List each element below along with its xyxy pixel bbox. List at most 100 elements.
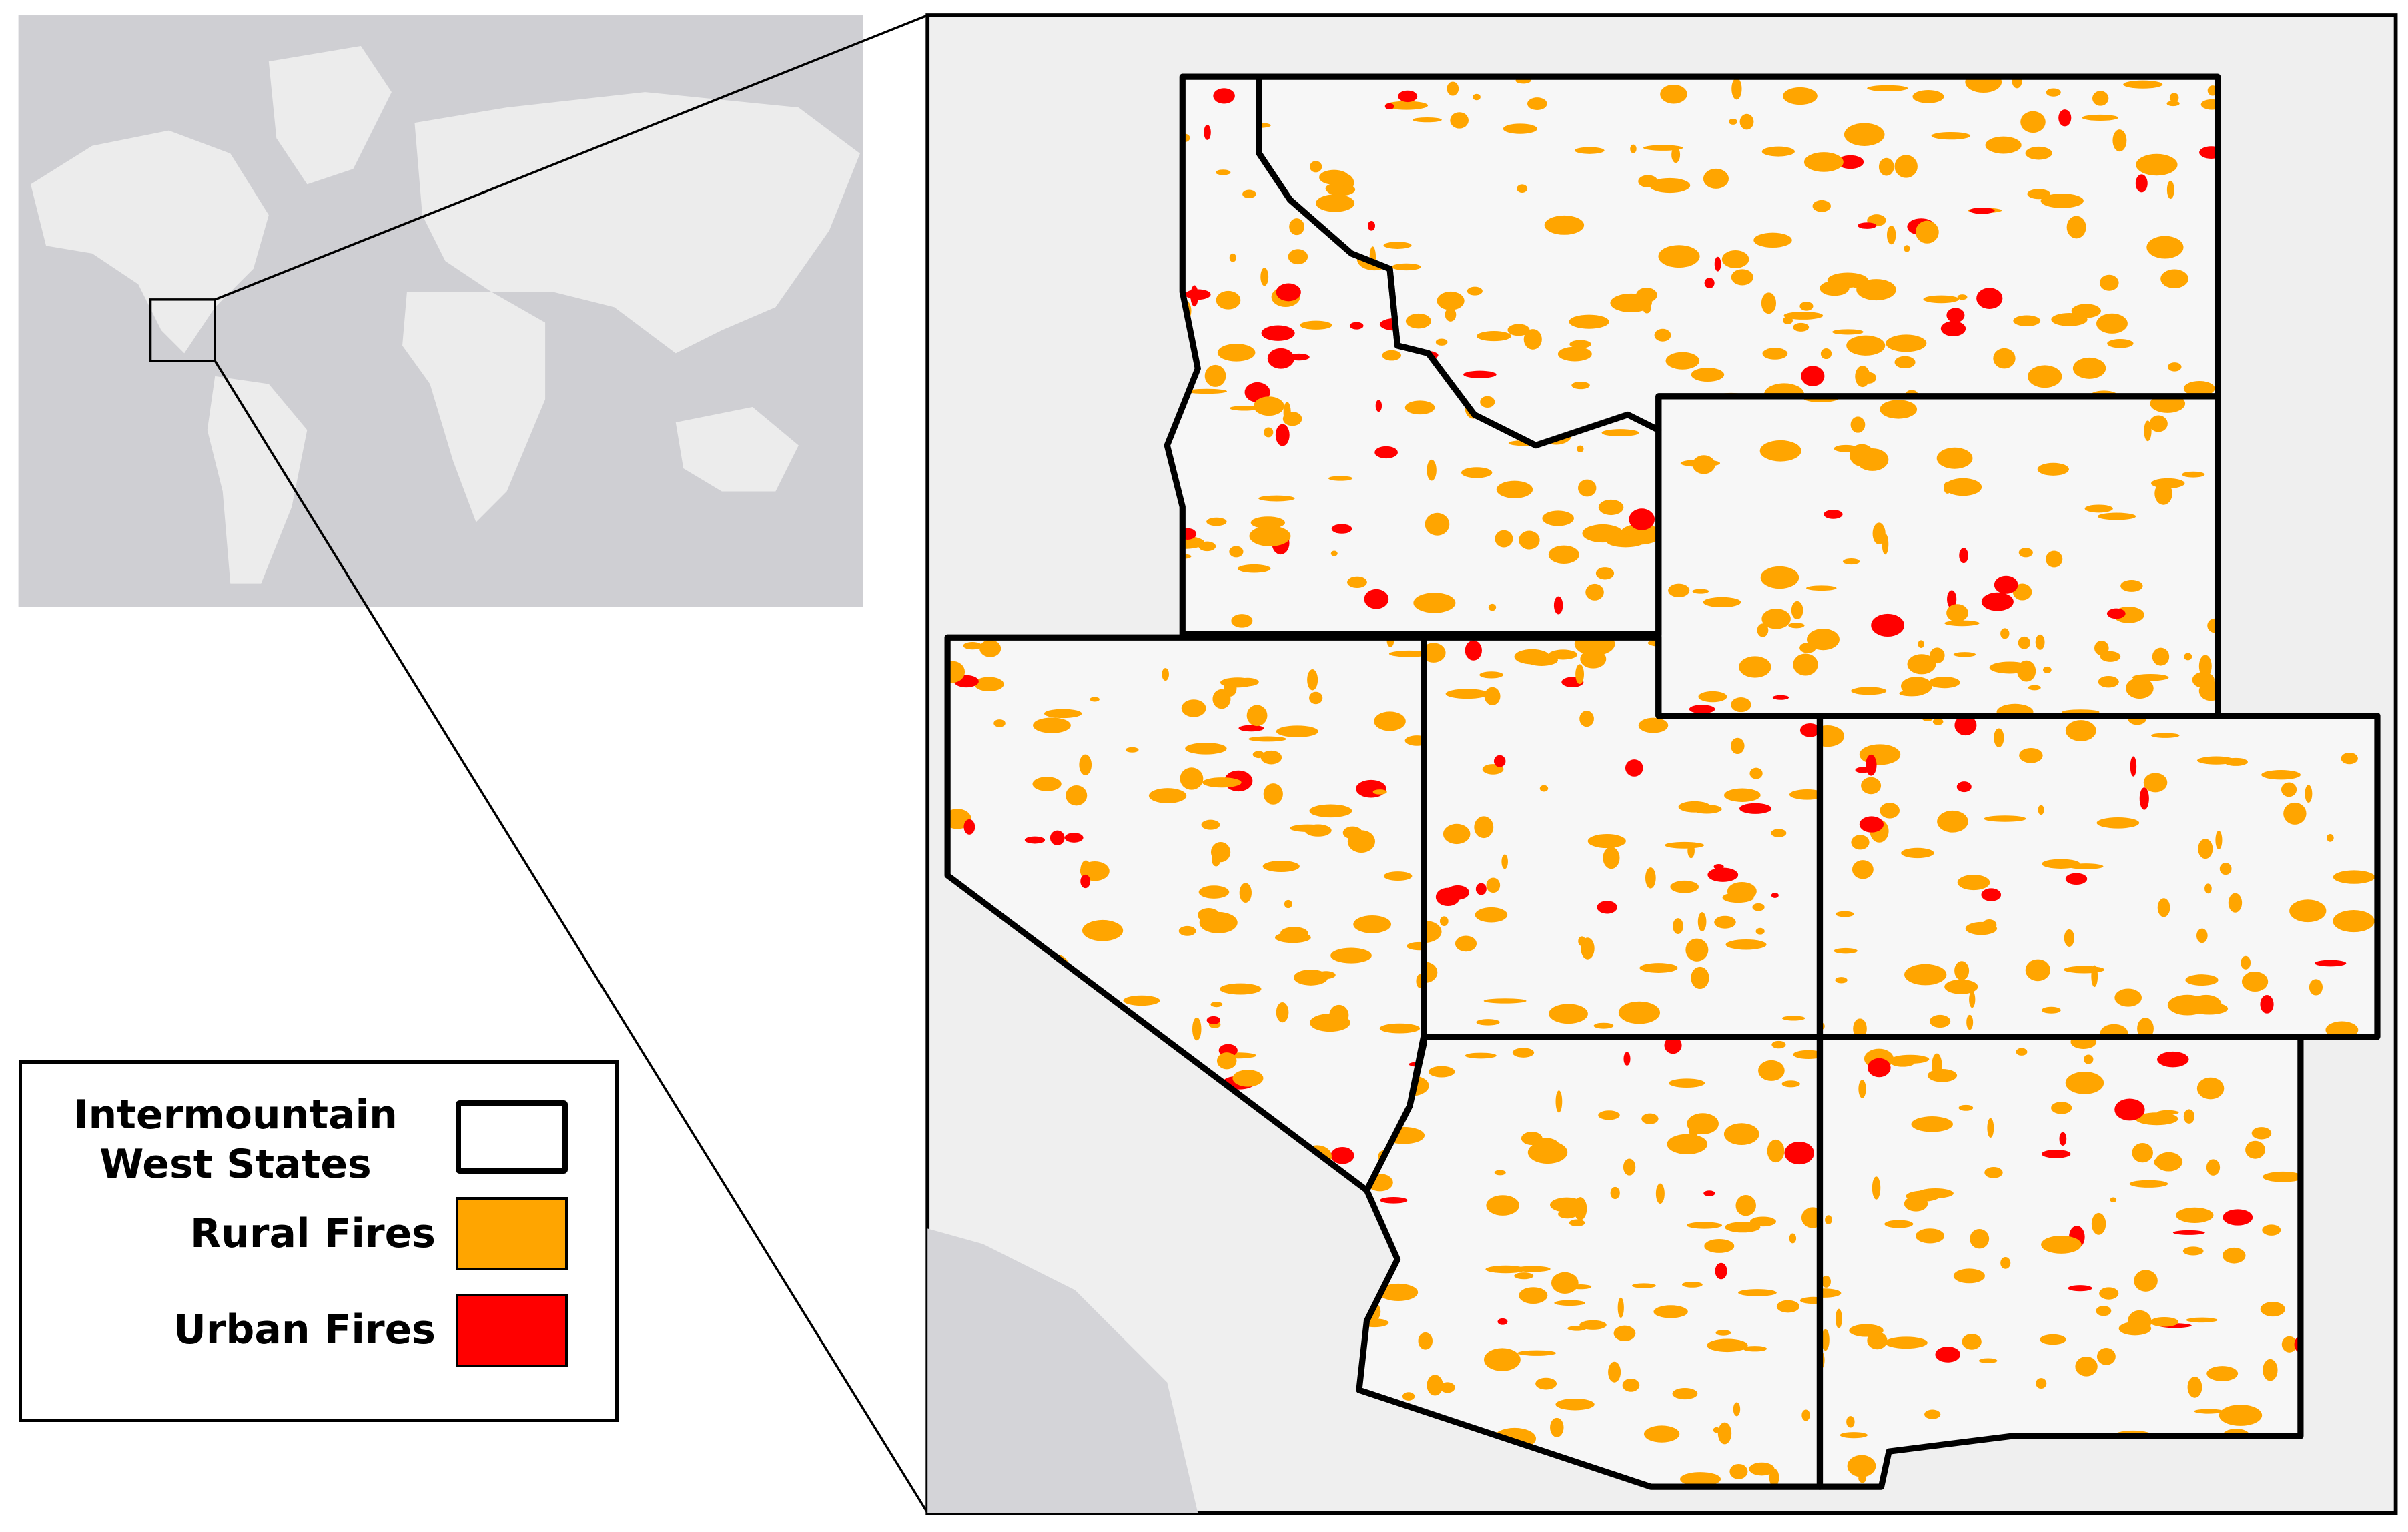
rural-fire: [1697, 912, 1707, 932]
rural-fire: [1276, 1002, 1289, 1023]
urban-fire: [1275, 424, 1290, 446]
rural-fire: [1413, 117, 1442, 123]
rural-fire: [2169, 93, 2179, 103]
rural-fire: [1641, 1113, 1659, 1124]
rural-fire: [1713, 1427, 1721, 1433]
rural-fire: [1761, 146, 1795, 157]
rural-fire: [2135, 1112, 2178, 1126]
urban-fire: [1981, 592, 2014, 611]
rural-fire: [2183, 380, 2215, 396]
rural-fire: [1752, 903, 1765, 911]
rural-fire: [1329, 1004, 1349, 1026]
rural-fire: [1480, 396, 1495, 408]
rural-fire: [2097, 512, 2136, 520]
rural-fire: [1383, 871, 1413, 881]
rural-fire: [1872, 522, 1886, 545]
rural-fire: [2043, 666, 2052, 673]
rural-fire: [1686, 1222, 1723, 1229]
rural-fire: [1886, 334, 1927, 352]
rural-fire: [1512, 1048, 1535, 1058]
rural-fire: [1479, 671, 1503, 679]
urban-fire: [1261, 325, 1295, 341]
rural-fire: [1669, 1078, 1705, 1088]
rural-fire: [1698, 691, 1727, 703]
rural-fire: [1953, 1268, 1985, 1284]
rural-fire: [2100, 1024, 2128, 1037]
rural-fire: [1606, 534, 1645, 548]
rural-fire: [1692, 589, 1709, 594]
rural-fire: [1514, 1272, 1534, 1280]
rural-fire: [2017, 660, 2036, 682]
rural-fire: [1912, 89, 1944, 103]
rural-fire: [1461, 467, 1493, 478]
urban-fire: [2041, 1150, 2071, 1158]
rural-fire: [1618, 1001, 1661, 1024]
rural-fire: [1309, 691, 1323, 705]
rural-fire: [1237, 564, 1271, 573]
urban-fire: [1267, 348, 1294, 369]
rural-fire: [1353, 915, 1392, 933]
urban-fire: [1356, 779, 1386, 798]
rural-fire: [1593, 1022, 1614, 1029]
rural-fire: [1691, 804, 1722, 814]
rural-fire: [1685, 938, 1709, 962]
rural-fire: [1548, 545, 1579, 564]
rural-fire: [1232, 1070, 1264, 1087]
rural-fire: [1636, 288, 1657, 303]
rural-fire: [2016, 1048, 2028, 1056]
rural-fire: [2064, 929, 2074, 947]
rural-fire: [1557, 346, 1592, 362]
rural-fire: [1904, 1196, 1928, 1212]
urban-fire: [1947, 590, 1957, 609]
rural-fire: [1447, 81, 1459, 96]
rural-fire: [1923, 295, 1960, 304]
rural-fire: [1820, 280, 1850, 296]
rural-fire: [1622, 1379, 1640, 1392]
rural-fire: [1931, 131, 1971, 140]
rural-fire: [2333, 870, 2375, 884]
rural-fire: [2042, 1006, 2061, 1014]
urban-fire: [1714, 256, 1721, 272]
rural-fire: [2182, 471, 2205, 478]
rural-fire: [1079, 754, 1092, 775]
rural-fire: [1858, 1473, 1867, 1483]
legend-label: Rural Fires: [190, 1210, 436, 1257]
rural-fire: [1918, 640, 1924, 648]
rural-fire: [2154, 1155, 2183, 1169]
rural-fire: [2028, 685, 2041, 691]
rural-fire: [1330, 947, 1372, 964]
rural-fire: [2215, 831, 2223, 850]
legend-swatch: [456, 1197, 568, 1270]
rural-fire: [1551, 1272, 1579, 1294]
urban-fire: [2139, 787, 2149, 810]
rural-fire: [1610, 1186, 1620, 1200]
rural-fire: [979, 639, 1001, 657]
rural-fire: [2012, 583, 2032, 601]
rural-fire: [1944, 979, 1978, 994]
rural-fire: [1427, 1375, 1443, 1396]
rural-fire: [1835, 911, 1854, 917]
rural-fire: [1890, 1059, 1915, 1067]
urban-fire: [1364, 589, 1389, 609]
rural-fire: [1850, 416, 1866, 433]
rural-fire: [2183, 1109, 2195, 1124]
urban-fire: [1801, 366, 1825, 386]
urban-fire: [2106, 608, 2126, 619]
rural-fire: [1725, 939, 1767, 950]
rural-fire: [2305, 785, 2313, 803]
rural-fire: [1418, 1332, 1433, 1350]
rural-fire: [1842, 558, 1860, 565]
zoom-line: [214, 14, 928, 301]
rural-fire: [1985, 136, 2022, 154]
rural-fire: [2064, 966, 2105, 974]
rural-fire: [2000, 1257, 2011, 1269]
rural-fire: [2184, 653, 2192, 661]
urban-fire: [1374, 446, 1398, 459]
rural-fire: [1598, 1110, 1620, 1120]
rural-fire: [1575, 147, 1605, 154]
rural-fire: [1185, 743, 1227, 755]
rural-fire: [1162, 668, 1169, 681]
rural-fire: [1309, 161, 1322, 173]
rural-fire: [1413, 593, 1456, 613]
rural-fire: [1654, 328, 1671, 342]
